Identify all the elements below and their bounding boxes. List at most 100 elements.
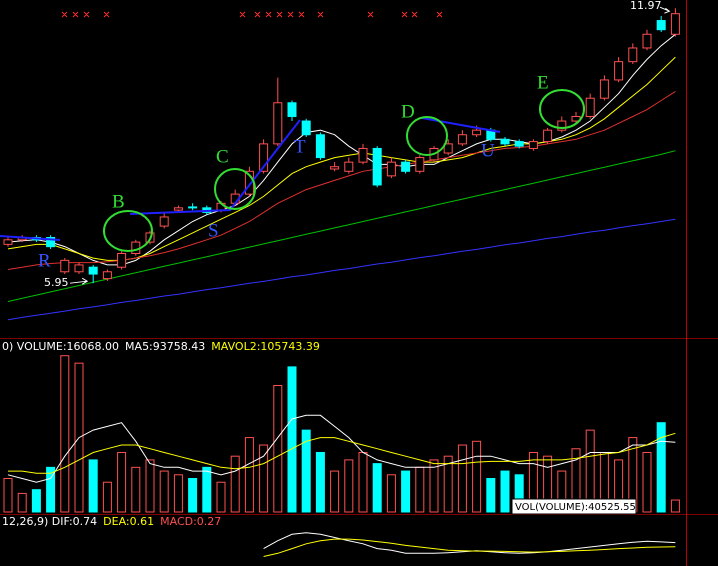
volume-ma-line [7, 414, 676, 483]
candle-body [301, 120, 311, 136]
volume-bar [500, 470, 510, 513]
macd-line [263, 538, 676, 557]
candle-body [46, 237, 56, 248]
volume-bar [131, 466, 141, 513]
candle-body [628, 47, 638, 63]
annotation-letter: S [208, 220, 219, 241]
header-item: DEA:0.61 [103, 515, 154, 528]
candle-body [599, 79, 609, 99]
candle-body [88, 266, 98, 275]
value-box-label: VOL(VOLUME):40525.55 [515, 502, 636, 513]
header-item: 12,26,9) DIF:0.74 [2, 515, 97, 528]
volume-bar [344, 459, 354, 513]
candle-body [372, 147, 382, 186]
candle-body [557, 120, 567, 131]
candle-body [514, 141, 524, 147]
candle-body [287, 102, 297, 117]
volume-bar [372, 463, 382, 513]
top-markers [61, 11, 443, 18]
volume-bar [457, 444, 467, 513]
volume-bar [145, 459, 155, 513]
header-item: MACD:0.27 [160, 515, 221, 528]
candle-body [173, 207, 183, 211]
volume-bar [31, 489, 41, 513]
candle-body [401, 161, 411, 172]
candle-body [159, 216, 169, 227]
candle-body [543, 129, 553, 143]
candle-body [344, 161, 354, 172]
annotation-letter: T [294, 136, 306, 157]
volume-bar [429, 459, 439, 513]
header-item: MAVOL2:105743.39 [211, 340, 320, 353]
candle-body [259, 143, 269, 172]
volume-bar [230, 455, 240, 513]
annotation-letter: C [216, 146, 229, 167]
circles [103, 89, 585, 252]
volume-bar [358, 451, 368, 513]
candle-body [656, 20, 666, 31]
trend-lines [0, 117, 501, 241]
header-item: MA5:93758.43 [125, 340, 205, 353]
volume-bar [46, 466, 56, 513]
candle-body [315, 134, 325, 159]
candle-body [102, 271, 112, 280]
volume-bar [173, 474, 183, 513]
candle-body [386, 161, 396, 177]
volume-bar [244, 437, 254, 513]
candle-body [358, 147, 368, 163]
annotation-letter: R [38, 250, 51, 271]
candle-body [131, 241, 141, 255]
ma-line [7, 218, 676, 321]
volume-bar [60, 355, 70, 513]
panel-header: 12,26,9) DIF:0.74 DEA:0.61 MACD:0.27 [2, 515, 221, 528]
annotation-letter: U [481, 140, 495, 161]
volume-bar [17, 492, 27, 513]
volume-bar [386, 474, 396, 513]
annotation-letter: D [401, 101, 415, 122]
candle-body [415, 157, 425, 172]
candle-body [472, 129, 482, 136]
volume-bar [159, 470, 169, 513]
volume-bar [670, 499, 680, 513]
volume-bar [656, 422, 666, 513]
volume-bar [315, 451, 325, 513]
volume-bar [401, 470, 411, 513]
candle-body [273, 102, 283, 145]
candle-body [500, 138, 510, 145]
volume-bar [202, 466, 212, 513]
volume-bar [188, 478, 198, 513]
price-panel: 11.97 5.95 B C D E R S T U [3, 0, 680, 321]
candle-body [117, 253, 127, 268]
candle-body [614, 61, 624, 81]
arrow [69, 277, 89, 285]
candle-body [74, 264, 84, 273]
volume-bar [273, 384, 283, 513]
candle-body [188, 206, 198, 209]
volume-panel: 0) VOLUME:16068.00 MA5:93758.43 MAVOL2:105… [2, 340, 680, 515]
volume-bar [443, 455, 453, 513]
candle-body [330, 166, 340, 170]
volume-bar [88, 459, 98, 513]
candle-body [443, 143, 453, 154]
panel-header: 0) VOLUME:16068.00 MA5:93758.43 MAVOL2:105… [2, 340, 320, 353]
price-label: 5.95 [44, 276, 69, 289]
price-label: 11.97 [630, 0, 662, 12]
volume-bar [216, 481, 226, 513]
macd-panel: 12,26,9) DIF:0.74 DEA:0.61 MACD:0.27 [2, 515, 676, 557]
ma-line [7, 150, 676, 302]
candle-body [642, 33, 652, 49]
volume-bar [287, 366, 297, 513]
volume-bar [415, 466, 425, 513]
volume-bar [642, 451, 652, 513]
volume-bar [102, 481, 112, 513]
volume-bar [472, 440, 482, 513]
volume-bar [117, 451, 127, 513]
header-item: 0) VOLUME:16068.00 [2, 340, 119, 353]
value-box [511, 498, 637, 515]
volume-bar [259, 444, 269, 513]
volume-bar [3, 478, 13, 513]
candle-body [457, 134, 467, 145]
arrow [659, 6, 671, 14]
candle-body [670, 13, 680, 35]
